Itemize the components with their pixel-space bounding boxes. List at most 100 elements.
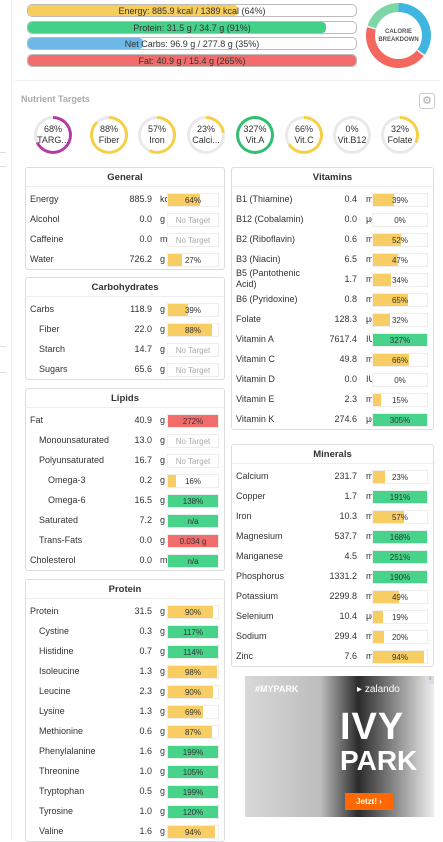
nutrient-ring[interactable]: 68% TARG... — [34, 116, 72, 154]
nutrient-row[interactable]: Valine 1.6 g 94% — [26, 821, 224, 841]
nutrient-row[interactable]: B2 (Riboflavin)0.6mg52% — [232, 229, 433, 249]
gear-icon[interactable]: ⚙ — [419, 93, 435, 109]
nutrient-ring[interactable]: 57% Iron — [138, 116, 176, 154]
nutrient-row[interactable]: B3 (Niacin)6.5mg47% — [232, 249, 433, 269]
nutrient-progress-bar: No Target — [167, 213, 219, 227]
nutrient-row[interactable]: Cystine 0.3 g 117% — [26, 621, 224, 641]
nutrient-row[interactable]: Lysine 1.3 g 69% — [26, 701, 224, 721]
nutrient-name: Vitamin C — [236, 354, 275, 364]
nutrient-row[interactable]: Sugars 65.6 g No Target — [26, 359, 224, 379]
nutrient-unit: g — [160, 686, 166, 696]
nutrient-row[interactable]: B12 (Cobalamin) 0.0 µg0% — [232, 209, 433, 229]
nutrient-row[interactable]: Carbs 118.9 g 39% — [26, 299, 224, 319]
nutrient-row[interactable]: Alcohol 0.0 g No Target — [26, 209, 224, 229]
nutrient-name: Selenium — [236, 611, 274, 621]
nutrient-row[interactable]: Tyrosine 1.0 g 120% — [26, 801, 224, 821]
nutrient-name: Trans-Fats — [39, 535, 83, 545]
ad-cta-button[interactable]: Jetzt! › — [345, 793, 393, 810]
nutrient-progress-bar: 47% — [372, 253, 428, 267]
nutrient-row[interactable]: Cholesterol 0.0 mgn/a — [26, 550, 224, 570]
nutrient-row[interactable]: Omega-6 16.5 g 138% — [26, 490, 224, 510]
nutrient-row[interactable]: Vitamin E2.3mg15% — [232, 389, 433, 409]
nutrient-row[interactable]: Leucine 2.3 g 90% — [26, 681, 224, 701]
summary-bar: Net Carbs: 96.9 g / 277.8 g (35%) — [27, 37, 357, 51]
advertisement[interactable]: #MYPARK ▸ zalando IVY PARK Jetzt! › i — [245, 676, 434, 817]
nutrient-row[interactable]: Selenium 10.4 µg19% — [232, 606, 433, 626]
nutrient-row[interactable]: Tryptophan 0.5 g 199% — [26, 781, 224, 801]
nutrient-row[interactable]: Caffeine 0.0 mgNo Target — [26, 229, 224, 249]
nutrient-row[interactable]: Omega-3 0.2 g 16% — [26, 470, 224, 490]
nutrient-unit: g — [160, 475, 166, 485]
panel-protein: Protein Protein 31.5 g 90% Cystine 0.3 g 117% His… — [25, 579, 225, 842]
nutrient-row[interactable]: Methionine 0.6 g 87% — [26, 721, 224, 741]
nutrient-progress-bar: 0% — [372, 373, 428, 387]
calorie-breakdown-chart[interactable]: CALORIE BREAKDOWN — [366, 3, 431, 68]
nutrient-row[interactable]: Polyunsaturated 16.7 g No Target — [26, 450, 224, 470]
summary-bar: Protein: 31.5 g / 34.7 g (91%) — [27, 20, 357, 34]
nutrient-amount: 2.3 — [344, 394, 357, 404]
nutrient-row[interactable]: Isoleucine 1.3 g 98% — [26, 661, 224, 681]
nutrient-row[interactable]: B6 (Pyridoxine)0.8mg65% — [232, 289, 433, 309]
nutrient-row[interactable]: Threonine 1.0 g 105% — [26, 761, 224, 781]
nutrient-unit: g — [160, 766, 166, 776]
ad-info-icon[interactable]: i — [426, 676, 434, 684]
nutrient-name: Magnesium — [236, 531, 283, 541]
nutrient-name: Cystine — [39, 626, 70, 636]
nutrient-row[interactable]: Water 726.2 g 27% — [26, 249, 224, 269]
nutrient-progress-bar: 19% — [372, 610, 428, 624]
nutrient-amount: 0.7 — [139, 646, 152, 656]
nutrient-ring[interactable]: 23% Calci... — [187, 116, 225, 154]
nutrient-name: Tryptophan — [39, 786, 85, 796]
summary-bars: Energy: 885.9 kcal / 1389 kcal (64%) Prot… — [27, 4, 357, 70]
nutrient-ring[interactable]: 66% Vit.C — [285, 116, 323, 154]
nutrient-progress-bar: 64% — [167, 193, 219, 207]
nutrient-row[interactable]: Monounsaturated 13.0 g No Target — [26, 430, 224, 450]
nutrient-ring[interactable]: 327% Vit.A — [236, 116, 274, 154]
nutrient-progress-bar: 305% — [372, 413, 428, 427]
nutrient-row[interactable]: Starch 14.7 g No Target — [26, 339, 224, 359]
panel-carbohydrates: Carbohydrates Carbs 118.9 g 39% Fiber 22.0 g 88%… — [25, 277, 225, 380]
nutrient-row[interactable]: Vitamin D 0.0 IU 0% — [232, 369, 433, 389]
nutrient-progress-bar: 251% — [372, 550, 428, 564]
ad-hashtag: #MYPARK — [255, 684, 299, 694]
nutrient-progress-bar: 94% — [167, 825, 219, 839]
nutrient-unit: g — [160, 786, 166, 796]
nutrient-row[interactable]: Folate 128.3 µg32% — [232, 309, 433, 329]
calorie-breakdown-label: CALORIE BREAKDOWN — [375, 12, 422, 59]
nutrient-ring[interactable]: 0% Vit.B12 — [333, 116, 371, 154]
nutrient-amount: 0.0 — [139, 234, 152, 244]
nutrient-unit: IU — [366, 374, 375, 384]
nutrient-progress-bar: 39% — [167, 303, 219, 317]
nutrient-row[interactable]: Histidine 0.7 g 114% — [26, 641, 224, 661]
nutrient-ring[interactable]: 88% Fiber — [90, 116, 128, 154]
nutrient-row[interactable]: Trans-Fats 0.0 g 0.034 g — [26, 530, 224, 550]
nutrient-row[interactable]: Vitamin C49.8mg66% — [232, 349, 433, 369]
nutrient-row[interactable]: Phenylalanine 1.6 g 199% — [26, 741, 224, 761]
nutrient-ring-label: 23% Calci... — [192, 124, 220, 145]
nutrient-row[interactable]: Vitamin A 7617.4 IU 327% — [232, 329, 433, 349]
nutrient-row[interactable]: Fat 40.9 g 272% — [26, 410, 224, 430]
nutrient-ring[interactable]: 32% Folate — [381, 116, 419, 154]
nutrient-amount: 0.0 — [344, 214, 357, 224]
nutrient-progress-bar: 69% — [167, 705, 219, 719]
nutrient-row[interactable]: B1 (Thiamine)0.4mg39% — [232, 189, 433, 209]
nutrient-row[interactable]: Vitamin K 274.6 µg305% — [232, 409, 433, 429]
nutrient-row[interactable]: Saturated 7.2 g n/a — [26, 510, 224, 530]
nutrient-row[interactable]: Fiber 22.0 g 88% — [26, 319, 224, 339]
nutrient-unit: g — [160, 606, 166, 616]
nutrient-row[interactable]: Protein 31.5 g 90% — [26, 601, 224, 621]
nutrient-progress-bar: 94% — [372, 650, 428, 664]
nutrient-amount: 231.7 — [334, 471, 357, 481]
